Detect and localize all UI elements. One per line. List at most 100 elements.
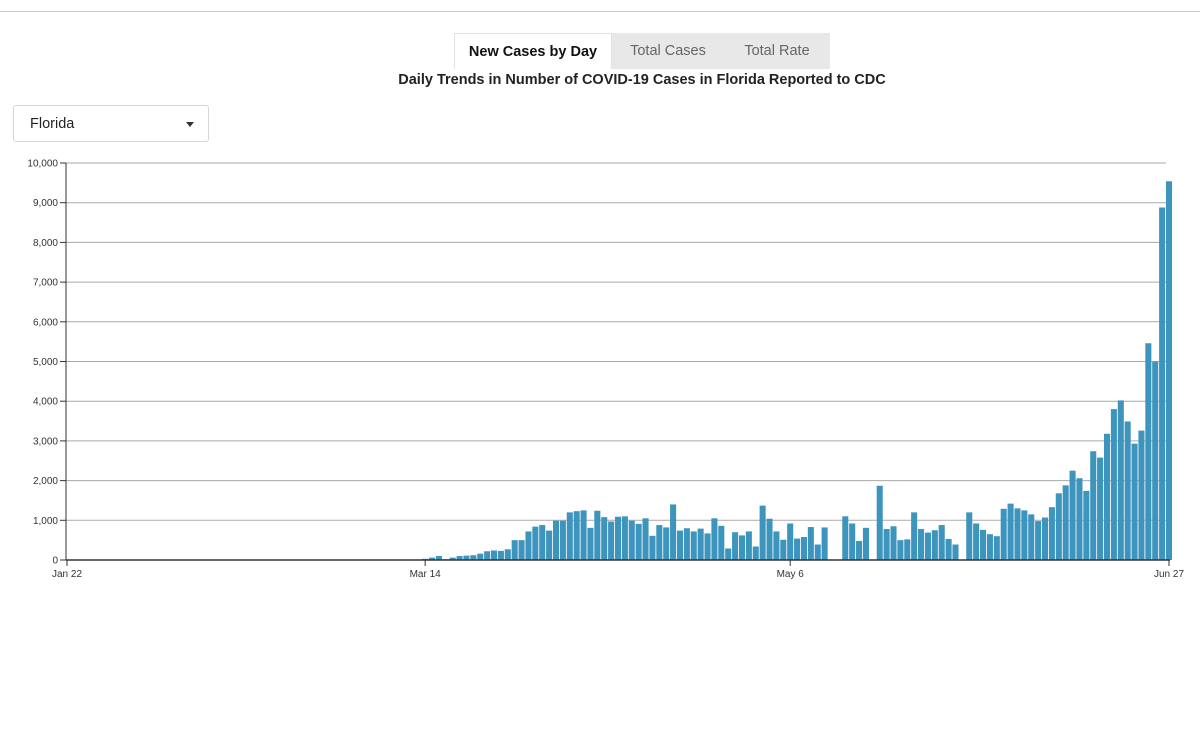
bar — [1041, 517, 1049, 560]
x-tick-label: Mar 14 — [410, 569, 442, 580]
bar — [718, 525, 725, 560]
bar — [849, 523, 856, 560]
bar — [1055, 493, 1062, 560]
state-select[interactable]: Florida — [13, 105, 209, 142]
bar — [656, 525, 663, 560]
tab-total-rate[interactable]: Total Rate — [724, 33, 830, 69]
bar — [897, 540, 904, 560]
bar — [938, 525, 945, 560]
bar — [580, 510, 587, 560]
bar — [697, 528, 704, 560]
bar — [918, 529, 925, 560]
bar — [821, 527, 828, 560]
bar — [1117, 400, 1124, 560]
bar — [1014, 508, 1021, 560]
bar — [1083, 490, 1090, 560]
bar — [429, 557, 436, 560]
bar — [1021, 510, 1028, 560]
bar — [787, 523, 794, 560]
bar — [676, 530, 684, 560]
bar — [683, 528, 690, 560]
bar — [966, 512, 973, 560]
bar — [876, 485, 883, 560]
bar — [573, 511, 580, 560]
bar — [759, 505, 766, 560]
bar — [725, 548, 732, 560]
bar — [552, 520, 560, 560]
bar — [456, 556, 463, 560]
bar — [1048, 507, 1055, 560]
y-tick-label: 7,000 — [33, 278, 58, 289]
bar — [477, 553, 484, 560]
bar — [497, 550, 504, 560]
bar — [711, 518, 718, 560]
tab-new-cases-by-day[interactable]: New Cases by Day — [454, 33, 612, 69]
state-select-value: Florida — [30, 116, 75, 132]
y-tick-label: 2,000 — [33, 476, 58, 487]
bar — [504, 549, 511, 560]
bar — [649, 535, 656, 560]
bar — [1007, 503, 1014, 560]
x-tick-label: May 6 — [777, 569, 805, 580]
bar — [608, 521, 615, 560]
bar — [883, 529, 890, 560]
bar — [924, 532, 931, 560]
bar — [1138, 430, 1145, 560]
bar — [1124, 421, 1131, 560]
bar — [1076, 478, 1083, 560]
bar — [945, 538, 952, 560]
tab-total-cases[interactable]: Total Cases — [612, 33, 724, 69]
view-tabs: New Cases by Day Total Cases Total Rate — [454, 33, 830, 69]
y-tick-label: 10,000 — [27, 159, 58, 170]
bar — [980, 529, 987, 560]
bar — [635, 523, 642, 560]
x-tick-label: Jun 27 — [1154, 569, 1184, 580]
bar — [1152, 361, 1159, 560]
bar — [794, 538, 801, 560]
y-tick-label: 9,000 — [33, 198, 58, 209]
bar — [1159, 207, 1166, 561]
bar — [490, 550, 498, 560]
bar — [435, 556, 442, 560]
bar — [1110, 409, 1117, 560]
bar — [814, 544, 821, 560]
y-tick-label: 8,000 — [33, 238, 58, 249]
bar — [732, 532, 739, 560]
bar — [766, 518, 773, 560]
bar — [518, 540, 525, 560]
bar — [973, 523, 980, 560]
bar — [842, 516, 849, 560]
bar — [993, 536, 1000, 560]
bar — [525, 531, 532, 560]
bar — [621, 516, 628, 560]
bar — [773, 531, 780, 560]
bar — [856, 540, 863, 560]
bar — [690, 531, 697, 560]
bar — [1165, 181, 1173, 560]
bar — [1131, 443, 1138, 560]
bar — [1000, 508, 1007, 560]
bar — [1103, 433, 1111, 560]
bar — [1069, 470, 1076, 560]
y-tick-label: 0 — [52, 556, 58, 567]
bar — [780, 539, 787, 560]
y-tick-label: 6,000 — [33, 317, 58, 328]
bar — [594, 510, 601, 560]
x-tick-label: Jan 22 — [52, 569, 82, 580]
bar — [1035, 521, 1042, 560]
bar — [463, 555, 470, 560]
bar — [738, 535, 746, 560]
bar — [628, 520, 635, 560]
bar — [601, 517, 608, 560]
bar — [484, 551, 491, 560]
bar-chart: 0 1,000 2,000 3,000 4,000 5,000 6,000 7,000 8,00… — [27, 159, 1184, 581]
bar — [911, 512, 918, 560]
bar — [890, 526, 897, 560]
y-tick-label: 1,000 — [33, 516, 58, 527]
bar — [614, 516, 622, 560]
top-divider — [0, 11, 1200, 12]
y-tick-label: 4,000 — [33, 397, 58, 408]
bar — [904, 539, 911, 560]
bar — [1090, 451, 1097, 560]
bar — [1062, 485, 1069, 560]
